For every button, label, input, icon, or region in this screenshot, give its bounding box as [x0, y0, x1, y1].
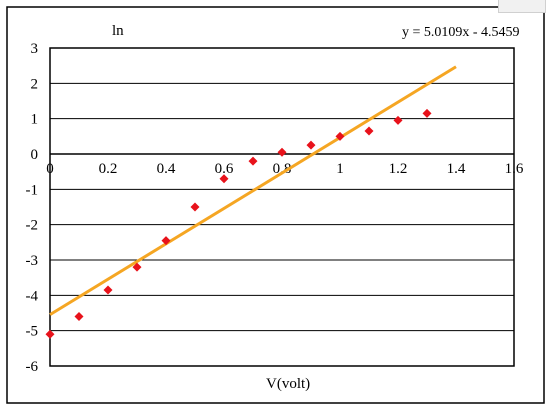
data-point	[74, 312, 84, 322]
trendline	[49, 65, 457, 316]
data-point	[306, 140, 316, 150]
corner-tab	[498, 0, 546, 13]
x-tick-label: 1.4	[447, 161, 466, 177]
y-tick-labels: 3 2 1 0 -1 -2 -3 -4 -5 -6	[26, 41, 39, 375]
data-point	[219, 174, 229, 184]
y-tick-label: -5	[26, 324, 39, 340]
data-point	[45, 329, 55, 339]
data-point	[364, 126, 374, 136]
data-point	[393, 115, 403, 125]
plot-area	[49, 47, 515, 367]
data-point	[335, 131, 345, 141]
data-point	[132, 262, 142, 272]
x-tick-label: 1	[336, 161, 344, 177]
data-points	[45, 108, 432, 339]
data-point	[190, 202, 200, 212]
y-axis-label: ln	[112, 23, 124, 39]
x-axis-label: V(volt)	[266, 376, 310, 392]
y-tick-label: 1	[31, 112, 39, 128]
x-tick-label: 0.4	[157, 161, 176, 177]
y-tick-label: -2	[26, 218, 39, 234]
chart-border	[6, 6, 545, 404]
x-tick-label: 1.6	[505, 161, 524, 177]
y-tick-label: 2	[31, 76, 39, 92]
y-tick-label: -3	[26, 253, 39, 269]
x-tick-label: 0.8	[273, 161, 292, 177]
data-point	[161, 236, 171, 246]
x-tick-labels: 0 0.2 0.4 0.6 0.8 1 1.2 1.4 1.6	[46, 161, 524, 177]
y-tick-label: 0	[31, 147, 39, 163]
x-tick-label: 0	[46, 161, 54, 177]
trendline-equation: y = 5.0109x - 4.5459	[402, 25, 520, 40]
data-point	[277, 147, 287, 157]
y-tick-label: 3	[31, 41, 39, 57]
data-point	[103, 285, 113, 295]
data-point	[248, 156, 258, 166]
y-tick-label: -6	[26, 359, 39, 375]
x-tick-label: 1.2	[389, 161, 408, 177]
x-tick-label: 0.6	[215, 161, 234, 177]
y-tick-label: -1	[26, 182, 39, 198]
data-point	[422, 108, 432, 118]
x-tick-label: 0.2	[99, 161, 118, 177]
y-tick-label: -4	[26, 288, 39, 304]
